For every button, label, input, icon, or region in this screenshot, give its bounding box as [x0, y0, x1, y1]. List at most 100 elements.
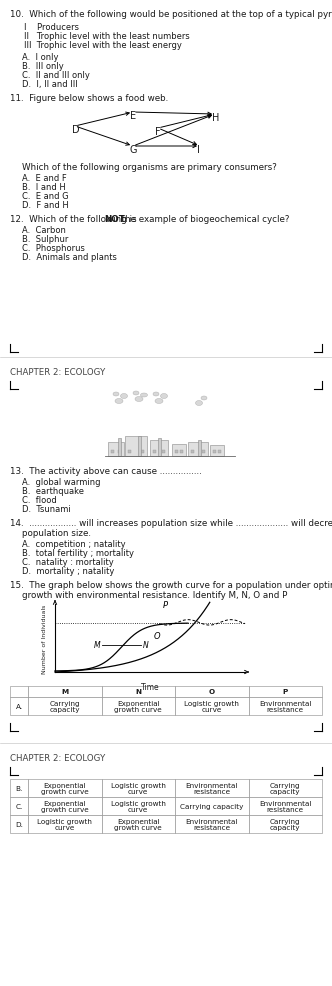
Bar: [102, 697, 175, 715]
Text: B.: B.: [15, 785, 23, 791]
Text: growth with environmental resistance. Identify M, N, O and P: growth with environmental resistance. Id…: [22, 591, 288, 599]
Text: D.  I, II and III: D. I, II and III: [22, 80, 78, 89]
Text: NOT: NOT: [105, 215, 125, 224]
Text: M: M: [61, 689, 68, 695]
Text: Exponential
growth curve: Exponential growth curve: [41, 782, 89, 795]
Bar: [10, 686, 28, 697]
Text: D.  F and H: D. F and H: [22, 201, 69, 210]
Ellipse shape: [140, 393, 147, 397]
Text: Environmental
resistance: Environmental resistance: [259, 800, 311, 812]
Text: A.  competition ; natality: A. competition ; natality: [22, 539, 125, 548]
Bar: [28, 779, 102, 798]
Text: Time: Time: [141, 682, 159, 691]
Ellipse shape: [115, 399, 123, 404]
Text: 12.  Which of the following is: 12. Which of the following is: [10, 215, 139, 224]
Text: P: P: [283, 689, 288, 695]
Text: Logistic growth
curve: Logistic growth curve: [111, 800, 166, 812]
Bar: [10, 697, 28, 715]
Bar: [138, 437, 141, 457]
Text: Which of the following organisms are primary consumers?: Which of the following organisms are pri…: [22, 163, 277, 172]
Text: G: G: [130, 145, 137, 155]
Bar: [118, 439, 121, 457]
Bar: [198, 441, 201, 457]
Bar: [102, 815, 175, 833]
Bar: [28, 686, 102, 697]
Ellipse shape: [133, 391, 139, 395]
Text: II   Trophic level with the least numbers: II Trophic level with the least numbers: [24, 32, 190, 41]
Bar: [118, 451, 121, 454]
Text: Exponential
growth curve: Exponential growth curve: [115, 700, 162, 713]
Text: Logistic growth
curve: Logistic growth curve: [111, 782, 166, 795]
Text: D.: D.: [15, 821, 23, 827]
Text: H: H: [212, 112, 219, 123]
Text: Environmental
resistance: Environmental resistance: [259, 700, 311, 713]
Text: Carrying
capacity: Carrying capacity: [270, 818, 300, 830]
Text: D.  Tsunami: D. Tsunami: [22, 505, 71, 514]
Ellipse shape: [160, 394, 168, 399]
Bar: [175, 815, 248, 833]
Bar: [125, 437, 147, 457]
Bar: [10, 815, 28, 833]
Bar: [248, 686, 322, 697]
Bar: [28, 697, 102, 715]
Text: Environmental
resistance: Environmental resistance: [186, 818, 238, 830]
Text: I: I: [197, 145, 200, 155]
Text: B.  I and H: B. I and H: [22, 182, 66, 192]
Text: B.  total fertility ; mortality: B. total fertility ; mortality: [22, 548, 134, 557]
Bar: [111, 451, 114, 454]
Text: C.  II and III only: C. II and III only: [22, 71, 90, 80]
Bar: [102, 686, 175, 697]
Text: B.  earthquake: B. earthquake: [22, 486, 84, 496]
Text: Carrying
capacity: Carrying capacity: [270, 782, 300, 795]
Text: B.  III only: B. III only: [22, 62, 64, 71]
Bar: [213, 451, 216, 454]
Bar: [128, 451, 131, 454]
Text: 10.  Which of the following would be positioned at the top of a typical pyramid?: 10. Which of the following would be posi…: [10, 10, 332, 19]
Text: O: O: [154, 632, 160, 641]
Text: A.  I only: A. I only: [22, 53, 58, 62]
Bar: [175, 798, 248, 815]
Text: CHAPTER 2: ECOLOGY: CHAPTER 2: ECOLOGY: [10, 753, 105, 762]
Text: Logistic growth
curve: Logistic growth curve: [184, 700, 239, 713]
Bar: [248, 779, 322, 798]
Text: B.  Sulphur: B. Sulphur: [22, 235, 68, 244]
Ellipse shape: [113, 392, 119, 396]
Ellipse shape: [155, 399, 163, 404]
Text: D.  Animals and plants: D. Animals and plants: [22, 252, 117, 261]
Bar: [10, 798, 28, 815]
Text: O: O: [209, 689, 215, 695]
Bar: [28, 798, 102, 815]
Text: D.  mortality ; natality: D. mortality ; natality: [22, 566, 115, 576]
Text: C.  natality : mortality: C. natality : mortality: [22, 557, 114, 566]
Text: N: N: [135, 689, 141, 695]
Text: Number of Individuals: Number of Individuals: [42, 603, 47, 673]
Text: Carrying capacity: Carrying capacity: [180, 804, 243, 810]
Bar: [248, 815, 322, 833]
Bar: [102, 779, 175, 798]
Bar: [202, 451, 205, 454]
Bar: [102, 798, 175, 815]
Bar: [248, 798, 322, 815]
Text: P: P: [163, 600, 168, 609]
Text: A.  E and F: A. E and F: [22, 174, 67, 182]
Bar: [10, 779, 28, 798]
Text: E: E: [130, 110, 136, 121]
Bar: [162, 451, 165, 454]
Text: population size.: population size.: [22, 528, 91, 537]
Bar: [108, 443, 124, 457]
Bar: [218, 451, 221, 454]
Bar: [175, 686, 248, 697]
Text: C.  E and G: C. E and G: [22, 192, 69, 201]
Bar: [158, 439, 161, 457]
Text: 11.  Figure below shows a food web.: 11. Figure below shows a food web.: [10, 94, 168, 103]
Text: C.  flood: C. flood: [22, 496, 57, 505]
Text: C.: C.: [15, 804, 23, 810]
Bar: [141, 451, 144, 454]
Bar: [172, 445, 186, 457]
Text: the example of biogeochemical cycle?: the example of biogeochemical cycle?: [119, 215, 289, 224]
Bar: [28, 815, 102, 833]
Ellipse shape: [201, 396, 207, 400]
Text: Logistic growth
curve: Logistic growth curve: [37, 818, 92, 830]
Text: Exponential
growth curve: Exponential growth curve: [41, 800, 89, 812]
Text: CHAPTER 2: ECOLOGY: CHAPTER 2: ECOLOGY: [10, 368, 105, 377]
